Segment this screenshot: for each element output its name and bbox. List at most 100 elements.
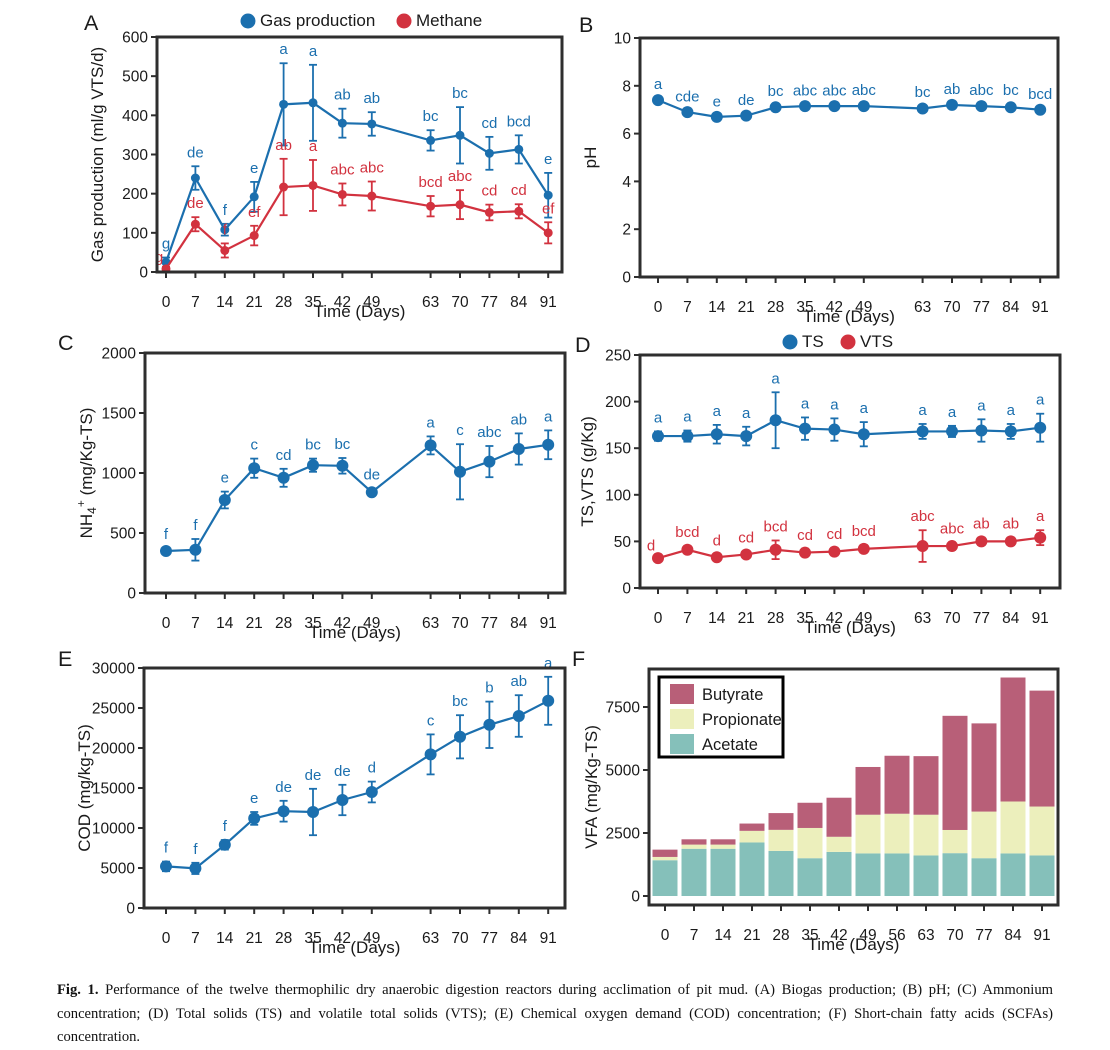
- x-tick-label: 63: [422, 294, 439, 311]
- x-tick-label: 77: [481, 930, 498, 947]
- data-point: [916, 425, 929, 438]
- x-tick-label: 28: [275, 930, 292, 947]
- bar-segment-butyrate: [942, 715, 968, 830]
- x-tick-label: 70: [943, 610, 961, 627]
- panel-legend: TS VTS: [782, 332, 893, 351]
- bar-segment-propionate: [710, 844, 736, 849]
- y-tick-label: 600: [122, 30, 148, 47]
- data-point: [189, 543, 202, 556]
- series-nh4-: [160, 429, 555, 562]
- x-tick-label: 63: [914, 299, 931, 316]
- x-tick-label: 84: [1004, 927, 1022, 944]
- bar-segment-propionate: [768, 829, 794, 851]
- x-tick-label: 28: [767, 610, 784, 627]
- data-point: [455, 200, 465, 210]
- panel-letter: B: [579, 13, 593, 37]
- bar-segment-propionate: [739, 830, 765, 843]
- data-point: [1034, 103, 1047, 116]
- data-point: [769, 101, 782, 114]
- y-tick-label: 1000: [102, 466, 137, 483]
- legend-dot-vts: [840, 334, 856, 350]
- x-tick-label: 84: [1002, 299, 1020, 316]
- data-point: [710, 110, 723, 123]
- legend-dot-ts: [782, 334, 798, 350]
- y-tick-label: 200: [122, 186, 148, 203]
- y-tick-label: 500: [122, 69, 148, 86]
- y-tick-label: 2500: [606, 826, 641, 843]
- y-tick-label: 50: [614, 534, 632, 551]
- data-point: [218, 838, 231, 851]
- bar-segment-butyrate: [768, 813, 794, 830]
- bar-segment-butyrate: [710, 839, 736, 845]
- y-tick-label: 0: [622, 581, 631, 598]
- significance-letter: d: [368, 760, 376, 777]
- series-cod: [160, 675, 555, 875]
- significance-letter: cd: [738, 530, 754, 547]
- data-point: [828, 423, 841, 436]
- y-tick-label: 30000: [92, 661, 135, 678]
- significance-letter: c: [427, 712, 435, 729]
- data-point: [946, 425, 958, 438]
- significance-letter: abc: [940, 520, 965, 537]
- significance-letter: a: [771, 370, 780, 387]
- y-tick-label: 500: [110, 526, 136, 543]
- vfa-legend: Butyrate Propionate Acetate: [657, 675, 785, 759]
- significance-letter: de: [363, 467, 380, 484]
- y-tick-label: 6: [622, 126, 631, 143]
- data-point: [740, 548, 753, 561]
- data-point: [484, 148, 494, 158]
- bar-segment-propionate: [826, 836, 852, 852]
- y-tick-label: 10: [614, 31, 632, 48]
- y-tick-label: 0: [622, 270, 631, 287]
- legend-label: Methane: [416, 11, 482, 30]
- data-point: [975, 100, 988, 113]
- x-tick-label: 14: [216, 294, 234, 311]
- data-point: [424, 439, 437, 452]
- significance-letter: f: [193, 841, 198, 858]
- significance-letter: abc: [852, 82, 877, 99]
- x-tick-label: 91: [1032, 299, 1049, 316]
- y-tick-label: 8: [622, 78, 631, 95]
- x-tick-label: 42: [826, 299, 843, 316]
- plot-border: [143, 351, 567, 595]
- data-point: [365, 786, 378, 798]
- significance-letter: ef: [542, 200, 555, 217]
- data-point: [426, 201, 436, 211]
- significance-letter: a: [948, 404, 957, 421]
- plot-border: [638, 36, 1060, 279]
- x-tick-label: 28: [275, 615, 292, 632]
- x-tick-label: 0: [654, 299, 663, 316]
- y-tick-label: 0: [631, 889, 640, 906]
- x-tick-label: 77: [973, 610, 990, 627]
- data-point: [512, 443, 525, 455]
- x-axis-title: Time (Days): [314, 302, 406, 321]
- significance-letter: ab: [334, 87, 351, 104]
- x-axis-title: Time (Days): [804, 618, 896, 637]
- x-tick-label: 49: [363, 615, 380, 632]
- significance-letter: a: [1007, 402, 1016, 419]
- y-tick-label: 5000: [101, 861, 136, 878]
- legend-swatch-propionate: [670, 709, 694, 729]
- plot-border: [142, 666, 567, 910]
- bar-segment-propionate: [652, 856, 678, 861]
- significance-letter: a: [544, 408, 553, 425]
- significance-letter: c: [250, 437, 258, 454]
- panel-c: C 0 500 1000 1500 2000 0 7 14 21 28 35 42 49 63 70 77 84 9…: [58, 331, 567, 642]
- data-point: [652, 430, 664, 443]
- x-tick-label: 0: [162, 294, 171, 311]
- y-tick-label: 5000: [606, 763, 641, 780]
- bar-segment-acetate: [768, 850, 794, 896]
- data-point: [916, 102, 929, 115]
- bar-segment-acetate: [913, 855, 939, 896]
- x-tick-label: 77: [975, 927, 992, 944]
- data-point: [710, 551, 723, 564]
- data-point: [365, 486, 378, 499]
- x-tick-label: 77: [481, 294, 498, 311]
- significance-letter: d: [713, 532, 721, 549]
- bar-segment-butyrate: [1029, 690, 1055, 807]
- legend-label: Propionate: [702, 711, 782, 729]
- bar-segment-acetate: [652, 860, 678, 896]
- data-point: [652, 552, 664, 565]
- data-point: [308, 98, 318, 108]
- x-axis-title: Time (Days): [803, 307, 895, 326]
